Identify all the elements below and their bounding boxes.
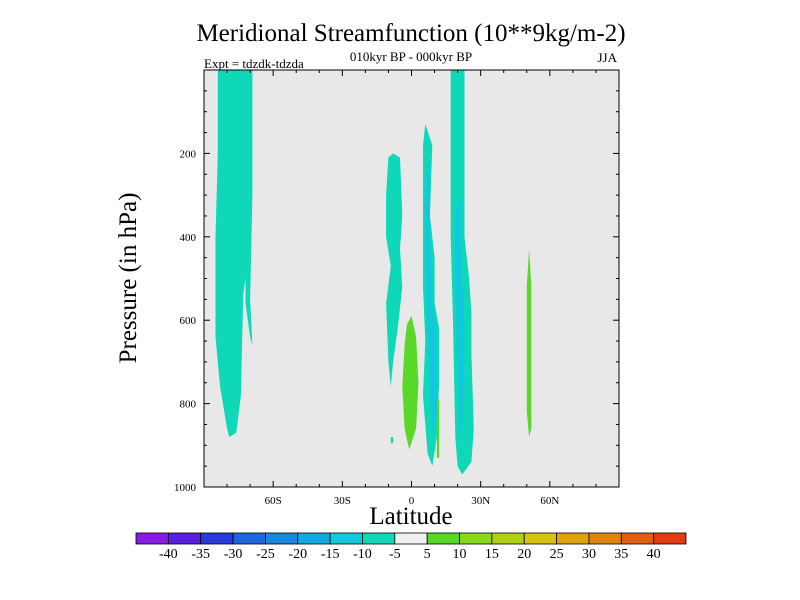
colorbar-swatch xyxy=(394,532,428,545)
colorbar-swatch xyxy=(265,532,299,545)
region-nh-subtropic-neg-band xyxy=(450,70,474,475)
colorbar-swatch xyxy=(167,532,202,545)
colorbar-label: -25 xyxy=(256,547,275,562)
x-axis-label: Latitude xyxy=(369,503,452,530)
colorbar-label: 10 xyxy=(453,547,467,562)
colorbar-label: 5 xyxy=(424,547,431,562)
region-eq-neg-upper xyxy=(386,153,403,387)
colorbar-swatch xyxy=(329,532,363,545)
y-axis-label: Pressure (in hPa) xyxy=(115,193,142,364)
region-nh-pos-thin xyxy=(436,399,440,458)
colorbar-swatch xyxy=(653,532,687,545)
colorbar-label: 25 xyxy=(550,547,564,562)
colorbar-label: -30 xyxy=(224,547,243,562)
y-tick-label: 1000 xyxy=(174,482,197,494)
colorbar-label: -40 xyxy=(159,547,178,562)
colorbar-swatch xyxy=(556,532,590,545)
region-sh-polar-neg-band xyxy=(215,70,253,437)
y-tick-label: 800 xyxy=(180,399,197,411)
colorbar-swatch xyxy=(620,532,655,545)
colorbar-label: -20 xyxy=(288,547,307,562)
colorbar-label: -15 xyxy=(321,547,340,562)
chart-title: Meridional Streamfunction (10**9kg/m-2) xyxy=(196,20,625,47)
region-eq-speck xyxy=(390,437,394,444)
x-tick-label: 60N xyxy=(540,495,559,507)
expt-label: Expt = tdzdk-tdzda xyxy=(204,56,304,71)
colorbar-label: -10 xyxy=(353,547,372,562)
colorbar-swatch xyxy=(297,532,331,545)
region-nh-neg-core xyxy=(425,153,437,437)
colorbar-swatch xyxy=(362,532,396,545)
season-label: JJA xyxy=(597,50,617,65)
x-tick-label: 30N xyxy=(471,495,490,507)
colorbar-swatch xyxy=(523,532,557,545)
colorbar-label: 15 xyxy=(485,547,499,562)
colorbar-label: 20 xyxy=(517,547,531,562)
region-eq-pos-core xyxy=(402,316,419,450)
colorbar-label: -5 xyxy=(389,547,401,562)
x-tick-label: 60S xyxy=(265,495,282,507)
y-tick-label: 400 xyxy=(180,232,197,244)
colorbar-label: 40 xyxy=(647,547,661,562)
colorbar-label: -35 xyxy=(191,547,210,562)
colorbar-label: 35 xyxy=(614,547,628,562)
colorbar-swatch xyxy=(491,532,525,545)
colorbar-swatch xyxy=(588,532,622,545)
colorbar-swatch xyxy=(459,532,493,545)
x-tick-label: 0 xyxy=(409,495,415,507)
y-tick-label: 600 xyxy=(180,315,197,327)
colorbar-swatch xyxy=(426,532,460,545)
chart-subtitle: 010kyr BP - 000kyr BP xyxy=(350,49,472,64)
colorbar-swatch xyxy=(232,532,266,545)
region-nh-subtropic-neg-core xyxy=(455,195,465,437)
colorbar-label: 30 xyxy=(582,547,596,562)
y-tick-label: 200 xyxy=(180,148,197,160)
colorbar-swatch xyxy=(200,532,234,545)
colorbar-swatch xyxy=(135,532,169,545)
region-nh-midlat-pos xyxy=(526,249,532,437)
x-tick-label: 30S xyxy=(334,495,351,507)
